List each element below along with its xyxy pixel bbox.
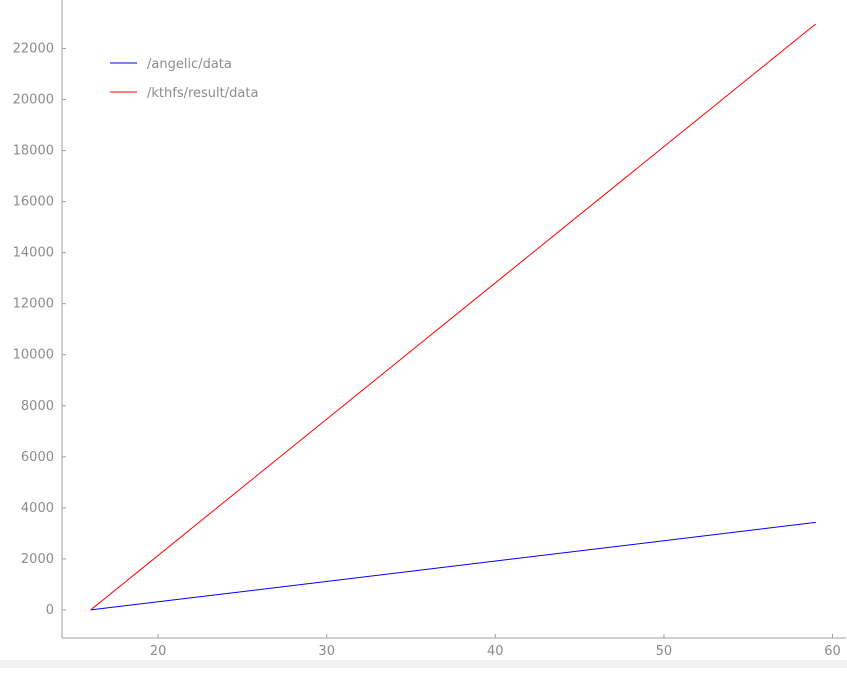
legend-label: /angelic/data [147,57,232,72]
y-tick-label: 6000 [21,450,54,465]
y-tick-label: 18000 [13,144,54,159]
legend-label: /kthfs/result/data [147,86,258,101]
tick-marks: 0 2000 4000 6000 8000 10000 12000 14000 16000 180… [13,41,841,659]
series-line-kthfs-result-data [90,23,816,611]
x-tick-label: 50 [656,644,673,659]
y-tick-label: 14000 [13,246,54,261]
legend: /angelic/data/kthfs/result/data [110,57,258,101]
axes [61,0,846,639]
y-tick-label: 20000 [13,93,54,108]
y-tick-label: 8000 [21,399,54,414]
x-tick-label: 20 [150,644,167,659]
series-lines [90,23,816,611]
y-tick-label: 16000 [13,195,54,210]
x-tick-label: 60 [824,644,841,659]
y-tick-label: 2000 [21,552,54,567]
y-tick-label: 4000 [21,501,54,516]
y-tick-label: 0 [46,603,54,618]
bottom-strip [0,660,847,668]
y-tick-label: 10000 [13,348,54,363]
y-tick-label: 22000 [13,41,54,56]
y-tick-label: 12000 [13,297,54,312]
x-tick-label: 40 [487,644,504,659]
series-line-angelic-data [90,521,816,611]
x-tick-label: 30 [318,644,335,659]
